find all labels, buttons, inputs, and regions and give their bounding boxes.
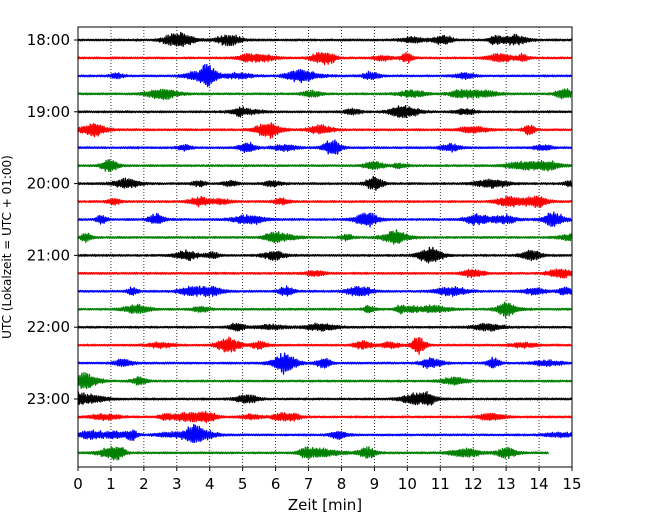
trace-row-2215 (77, 336, 573, 355)
trace-row-2045 (77, 229, 573, 245)
trace-row-1900 (77, 105, 573, 119)
trace-row-1845 (77, 88, 573, 101)
trace-row-1800 (77, 31, 573, 48)
x-tick-label-12: 12 (464, 475, 483, 493)
x-axis-label: Zeit [min] (288, 496, 362, 514)
y-tick-label-0: 18:00 (27, 31, 70, 49)
trace-layer (77, 31, 573, 461)
trace-row-2130 (77, 285, 573, 298)
trace-row-2100 (77, 246, 573, 264)
trace-row-2230 (77, 352, 573, 375)
trace-row-2200 (77, 322, 573, 332)
trace-row-2000 (77, 175, 573, 191)
x-tick-label-8: 8 (337, 475, 347, 493)
trace-row-2245 (77, 372, 572, 390)
x-tick-label-13: 13 (497, 475, 516, 493)
x-tick-label-6: 6 (271, 475, 281, 493)
x-tick-layer: 0 1 2 3 4 5 6 7 8 9 10 11 12 13 14 15 (73, 467, 582, 493)
y-tick-layer: 18:00 19:00 20:00 21:00 22:00 23:00 (27, 31, 78, 408)
y-tick-label-4: 22:00 (27, 318, 70, 336)
x-tick-label-0: 0 (73, 475, 83, 493)
grid-layer (110, 27, 540, 467)
y-tick-label-3: 21:00 (27, 246, 70, 264)
x-tick-label-4: 4 (205, 475, 215, 493)
x-tick-label-11: 11 (431, 475, 450, 493)
x-tick-label-15: 15 (562, 475, 581, 493)
x-tick-label-7: 7 (304, 475, 314, 493)
trace-row-2315 (77, 410, 573, 424)
x-tick-label-2: 2 (139, 475, 149, 493)
x-tick-label-10: 10 (398, 475, 417, 493)
trace-row-2330 (77, 423, 573, 444)
x-tick-label-14: 14 (530, 475, 549, 493)
trace-row-1815 (77, 51, 573, 66)
x-tick-label-5: 5 (238, 475, 248, 493)
trace-row-2145 (77, 301, 573, 319)
y-axis-label: UTC (Lokalzeit = UTC + 01:00) (0, 155, 14, 339)
trace-row-2300 (77, 391, 573, 406)
plot-frame (77, 26, 573, 468)
trace-row-1830 (77, 63, 572, 88)
trace-row-2030 (77, 211, 573, 228)
trace-row-1945 (77, 159, 573, 173)
x-tick-label-9: 9 (370, 475, 380, 493)
trace-row-2345 (77, 445, 550, 461)
y-tick-label-5: 23:00 (27, 390, 70, 408)
x-tick-label-1: 1 (106, 475, 116, 493)
trace-row-2015 (77, 195, 573, 209)
trace-row-1930 (77, 139, 573, 155)
y-tick-label-1: 19:00 (27, 103, 70, 121)
trace-row-2115 (77, 268, 573, 279)
x-tick-label-3: 3 (172, 475, 182, 493)
y-tick-label-2: 20:00 (27, 175, 70, 193)
trace-row-1915 (77, 122, 572, 139)
